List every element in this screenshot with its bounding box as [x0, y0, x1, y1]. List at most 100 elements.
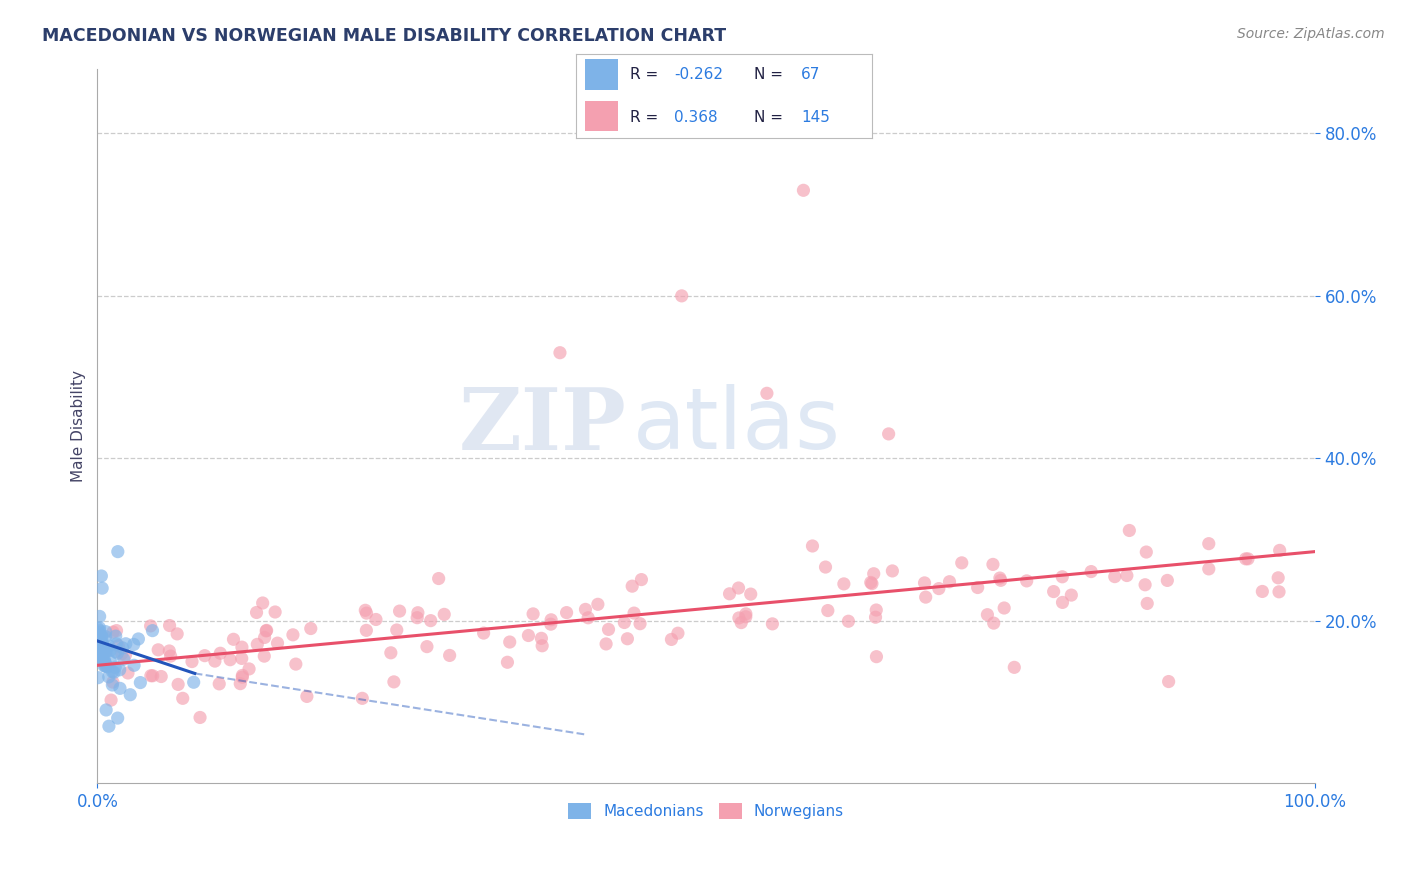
- Macedonians: [183, 675, 205, 690]
- Macedonians: [101, 665, 124, 679]
- Norwegians: [231, 668, 253, 682]
- Macedonians: [94, 658, 117, 673]
- Norwegians: [253, 631, 276, 645]
- Norwegians: [613, 615, 636, 630]
- Norwegians: [219, 653, 242, 667]
- Norwegians: [865, 649, 887, 664]
- Norwegians: [801, 539, 824, 553]
- FancyBboxPatch shape: [585, 101, 617, 131]
- Norwegians: [284, 657, 307, 672]
- Norwegians: [1118, 524, 1140, 538]
- Macedonians: [89, 624, 111, 638]
- Norwegians: [1002, 660, 1025, 674]
- Norwegians: [586, 597, 609, 611]
- Norwegians: [530, 632, 553, 646]
- Norwegians: [616, 632, 638, 646]
- Macedonians: [87, 625, 110, 640]
- Macedonians: [97, 670, 120, 684]
- Norwegians: [107, 639, 129, 653]
- Macedonians: [94, 656, 117, 670]
- Norwegians: [1115, 568, 1137, 582]
- Norwegians: [966, 581, 988, 595]
- Norwegians: [548, 345, 571, 359]
- Norwegians: [1267, 571, 1289, 585]
- Norwegians: [256, 624, 278, 638]
- Norwegians: [499, 635, 522, 649]
- Norwegians: [101, 625, 124, 640]
- Macedonians: [120, 688, 142, 702]
- Norwegians: [938, 574, 960, 589]
- Norwegians: [981, 558, 1004, 572]
- Macedonians: [97, 719, 120, 733]
- Norwegians: [621, 579, 644, 593]
- Norwegians: [139, 619, 162, 633]
- Macedonians: [91, 630, 114, 644]
- Macedonians: [122, 658, 145, 673]
- Norwegians: [364, 612, 387, 626]
- Norwegians: [231, 651, 253, 665]
- Norwegians: [204, 654, 226, 668]
- Macedonians: [91, 651, 114, 665]
- Norwegians: [194, 648, 217, 663]
- Macedonians: [89, 621, 111, 635]
- Text: MACEDONIAN VS NORWEGIAN MALE DISABILITY CORRELATION CHART: MACEDONIAN VS NORWEGIAN MALE DISABILITY …: [42, 27, 727, 45]
- Norwegians: [865, 610, 887, 624]
- Norwegians: [630, 573, 652, 587]
- Macedonians: [87, 641, 110, 656]
- Norwegians: [406, 610, 429, 624]
- Macedonians: [94, 645, 117, 659]
- Norwegians: [728, 611, 751, 625]
- Norwegians: [730, 615, 752, 630]
- Norwegians: [522, 607, 544, 621]
- Norwegians: [157, 644, 180, 658]
- Macedonians: [93, 653, 115, 667]
- Macedonians: [89, 638, 111, 652]
- Macedonians: [122, 637, 145, 651]
- Norwegians: [865, 603, 887, 617]
- Norwegians: [1156, 574, 1178, 588]
- Macedonians: [129, 675, 152, 690]
- Norwegians: [990, 574, 1012, 588]
- Norwegians: [117, 665, 139, 680]
- Norwegians: [222, 632, 245, 647]
- Norwegians: [1104, 569, 1126, 583]
- Norwegians: [167, 677, 190, 691]
- Norwegians: [540, 617, 562, 632]
- Norwegians: [208, 677, 231, 691]
- Norwegians: [517, 628, 540, 642]
- Norwegians: [877, 426, 900, 441]
- Norwegians: [254, 624, 277, 638]
- Macedonians: [103, 665, 125, 680]
- FancyBboxPatch shape: [585, 60, 617, 90]
- Macedonians: [91, 638, 114, 652]
- Macedonians: [87, 646, 110, 660]
- Macedonians: [89, 609, 111, 624]
- Macedonians: [90, 652, 112, 666]
- Norwegians: [299, 622, 322, 636]
- Norwegians: [1135, 545, 1157, 559]
- Text: Source: ZipAtlas.com: Source: ZipAtlas.com: [1237, 27, 1385, 41]
- Norwegians: [914, 575, 936, 590]
- Macedonians: [87, 638, 110, 652]
- Macedonians: [91, 640, 114, 654]
- Norwegians: [231, 670, 253, 684]
- Norwegians: [246, 637, 269, 651]
- Norwegians: [671, 289, 693, 303]
- Norwegians: [439, 648, 461, 663]
- Norwegians: [427, 572, 450, 586]
- Macedonians: [89, 632, 111, 646]
- Macedonians: [104, 645, 127, 659]
- Macedonians: [93, 643, 115, 657]
- Norwegians: [111, 647, 134, 661]
- Text: N =: N =: [754, 67, 787, 82]
- Macedonians: [114, 637, 136, 651]
- Norwegians: [496, 655, 519, 669]
- Macedonians: [104, 660, 127, 674]
- Macedonians: [91, 581, 114, 595]
- Y-axis label: Male Disability: Male Disability: [72, 370, 86, 482]
- Macedonians: [87, 622, 110, 636]
- Norwegians: [229, 676, 252, 690]
- Norwegians: [181, 655, 204, 669]
- Norwegians: [356, 606, 378, 620]
- Norwegians: [433, 607, 456, 622]
